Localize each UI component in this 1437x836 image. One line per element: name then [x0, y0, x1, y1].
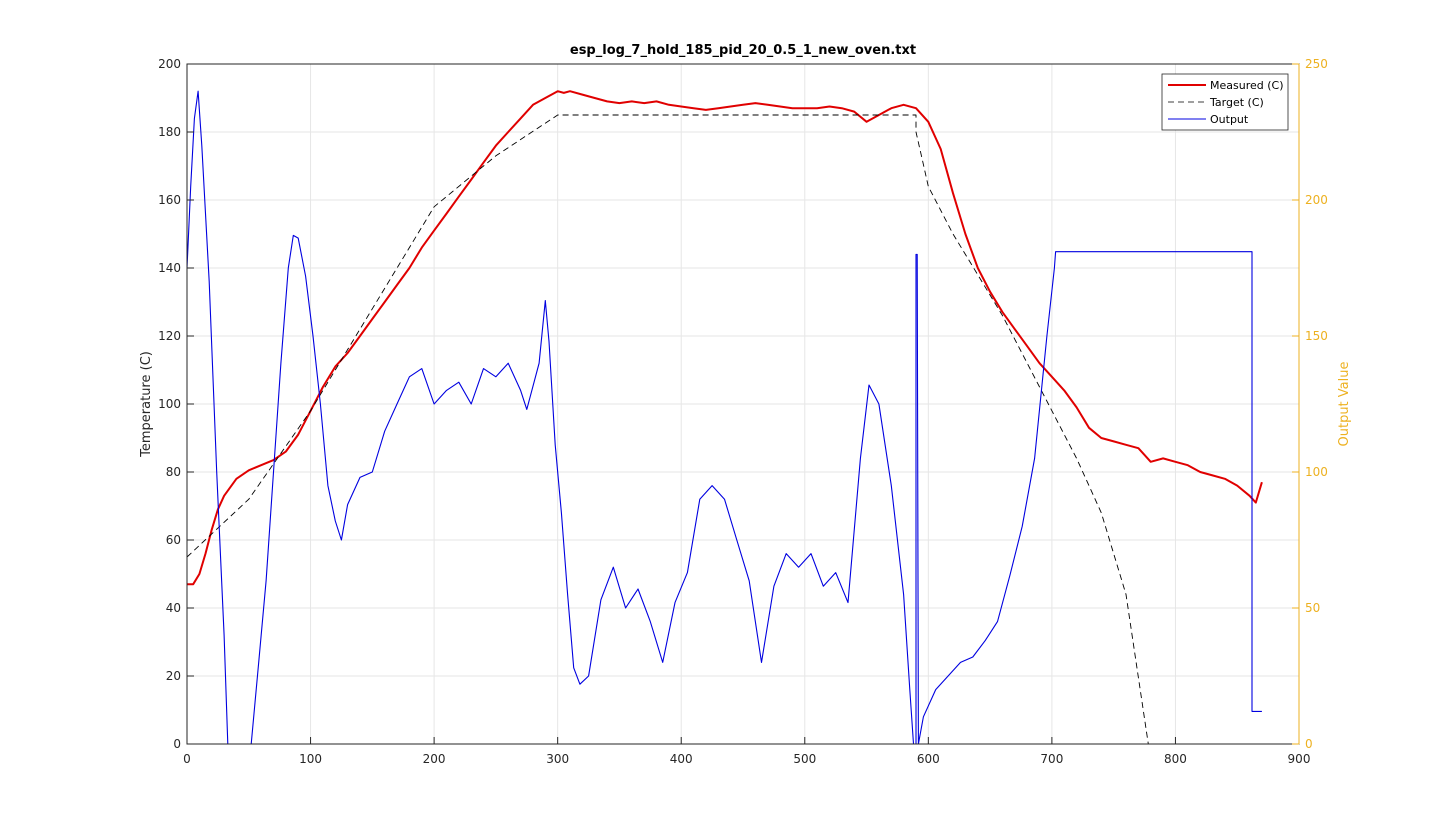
y-right-tick-label: 250: [1305, 57, 1328, 71]
y-right-tick-label: 0: [1305, 737, 1313, 751]
x-tick-label: 500: [793, 752, 816, 766]
chart-title: esp_log_7_hold_185_pid_20_0.5_1_new_oven…: [570, 43, 916, 58]
y-left-tick-label: 100: [158, 397, 181, 411]
legend-output-label: Output: [1210, 113, 1249, 126]
y-axis-label-right: Output Value: [1337, 362, 1352, 447]
y-left-tick-label: 60: [166, 533, 181, 547]
x-tick-label: 200: [423, 752, 446, 766]
y-left-tick-label: 20: [166, 669, 181, 683]
legend-target-label: Target (C): [1209, 96, 1264, 109]
y-axis-label-left: Temperature (C): [139, 351, 154, 458]
y-left-tick-label: 160: [158, 193, 181, 207]
series-measured-line: [187, 90, 1263, 586]
x-tick-label: 700: [1040, 752, 1063, 766]
y-left-tick-label: 120: [158, 329, 181, 343]
x-tick-label: 900: [1288, 752, 1311, 766]
y-left-tick-label: 0: [173, 737, 181, 751]
x-tick-label: 600: [917, 752, 940, 766]
plot-series: [187, 90, 1263, 744]
series-output-line: [187, 90, 1262, 744]
x-tick-label: 300: [546, 752, 569, 766]
x-tick-label: 400: [670, 752, 693, 766]
legend-measured-label: Measured (C): [1210, 79, 1284, 92]
y-right-tick-label: 50: [1305, 601, 1320, 615]
y-left-tick-label: 200: [158, 57, 181, 71]
x-tick-label: 0: [183, 752, 191, 766]
y-left-tick-label: 40: [166, 601, 181, 615]
y-right-tick-label: 200: [1305, 193, 1328, 207]
y-left-tick-label: 80: [166, 465, 181, 479]
right-axis-ticks: 0 50 100 150 200 250: [1292, 57, 1328, 751]
y-right-tick-label: 100: [1305, 465, 1328, 479]
x-tick-label: 800: [1164, 752, 1187, 766]
y-left-tick-label: 180: [158, 125, 181, 139]
x-axis-ticks: 0 100 200 300 400 500 600 700 800 900: [183, 737, 1310, 766]
legend: Measured (C) Target (C) Output: [1161, 73, 1289, 131]
x-tick-label: 100: [299, 752, 322, 766]
series-target-line: [187, 114, 1149, 744]
y-right-tick-label: 150: [1305, 329, 1328, 343]
y-left-tick-label: 140: [158, 261, 181, 275]
left-axis-ticks: 0 20 40 60 80 100 120 140 160 180 200: [158, 57, 194, 751]
